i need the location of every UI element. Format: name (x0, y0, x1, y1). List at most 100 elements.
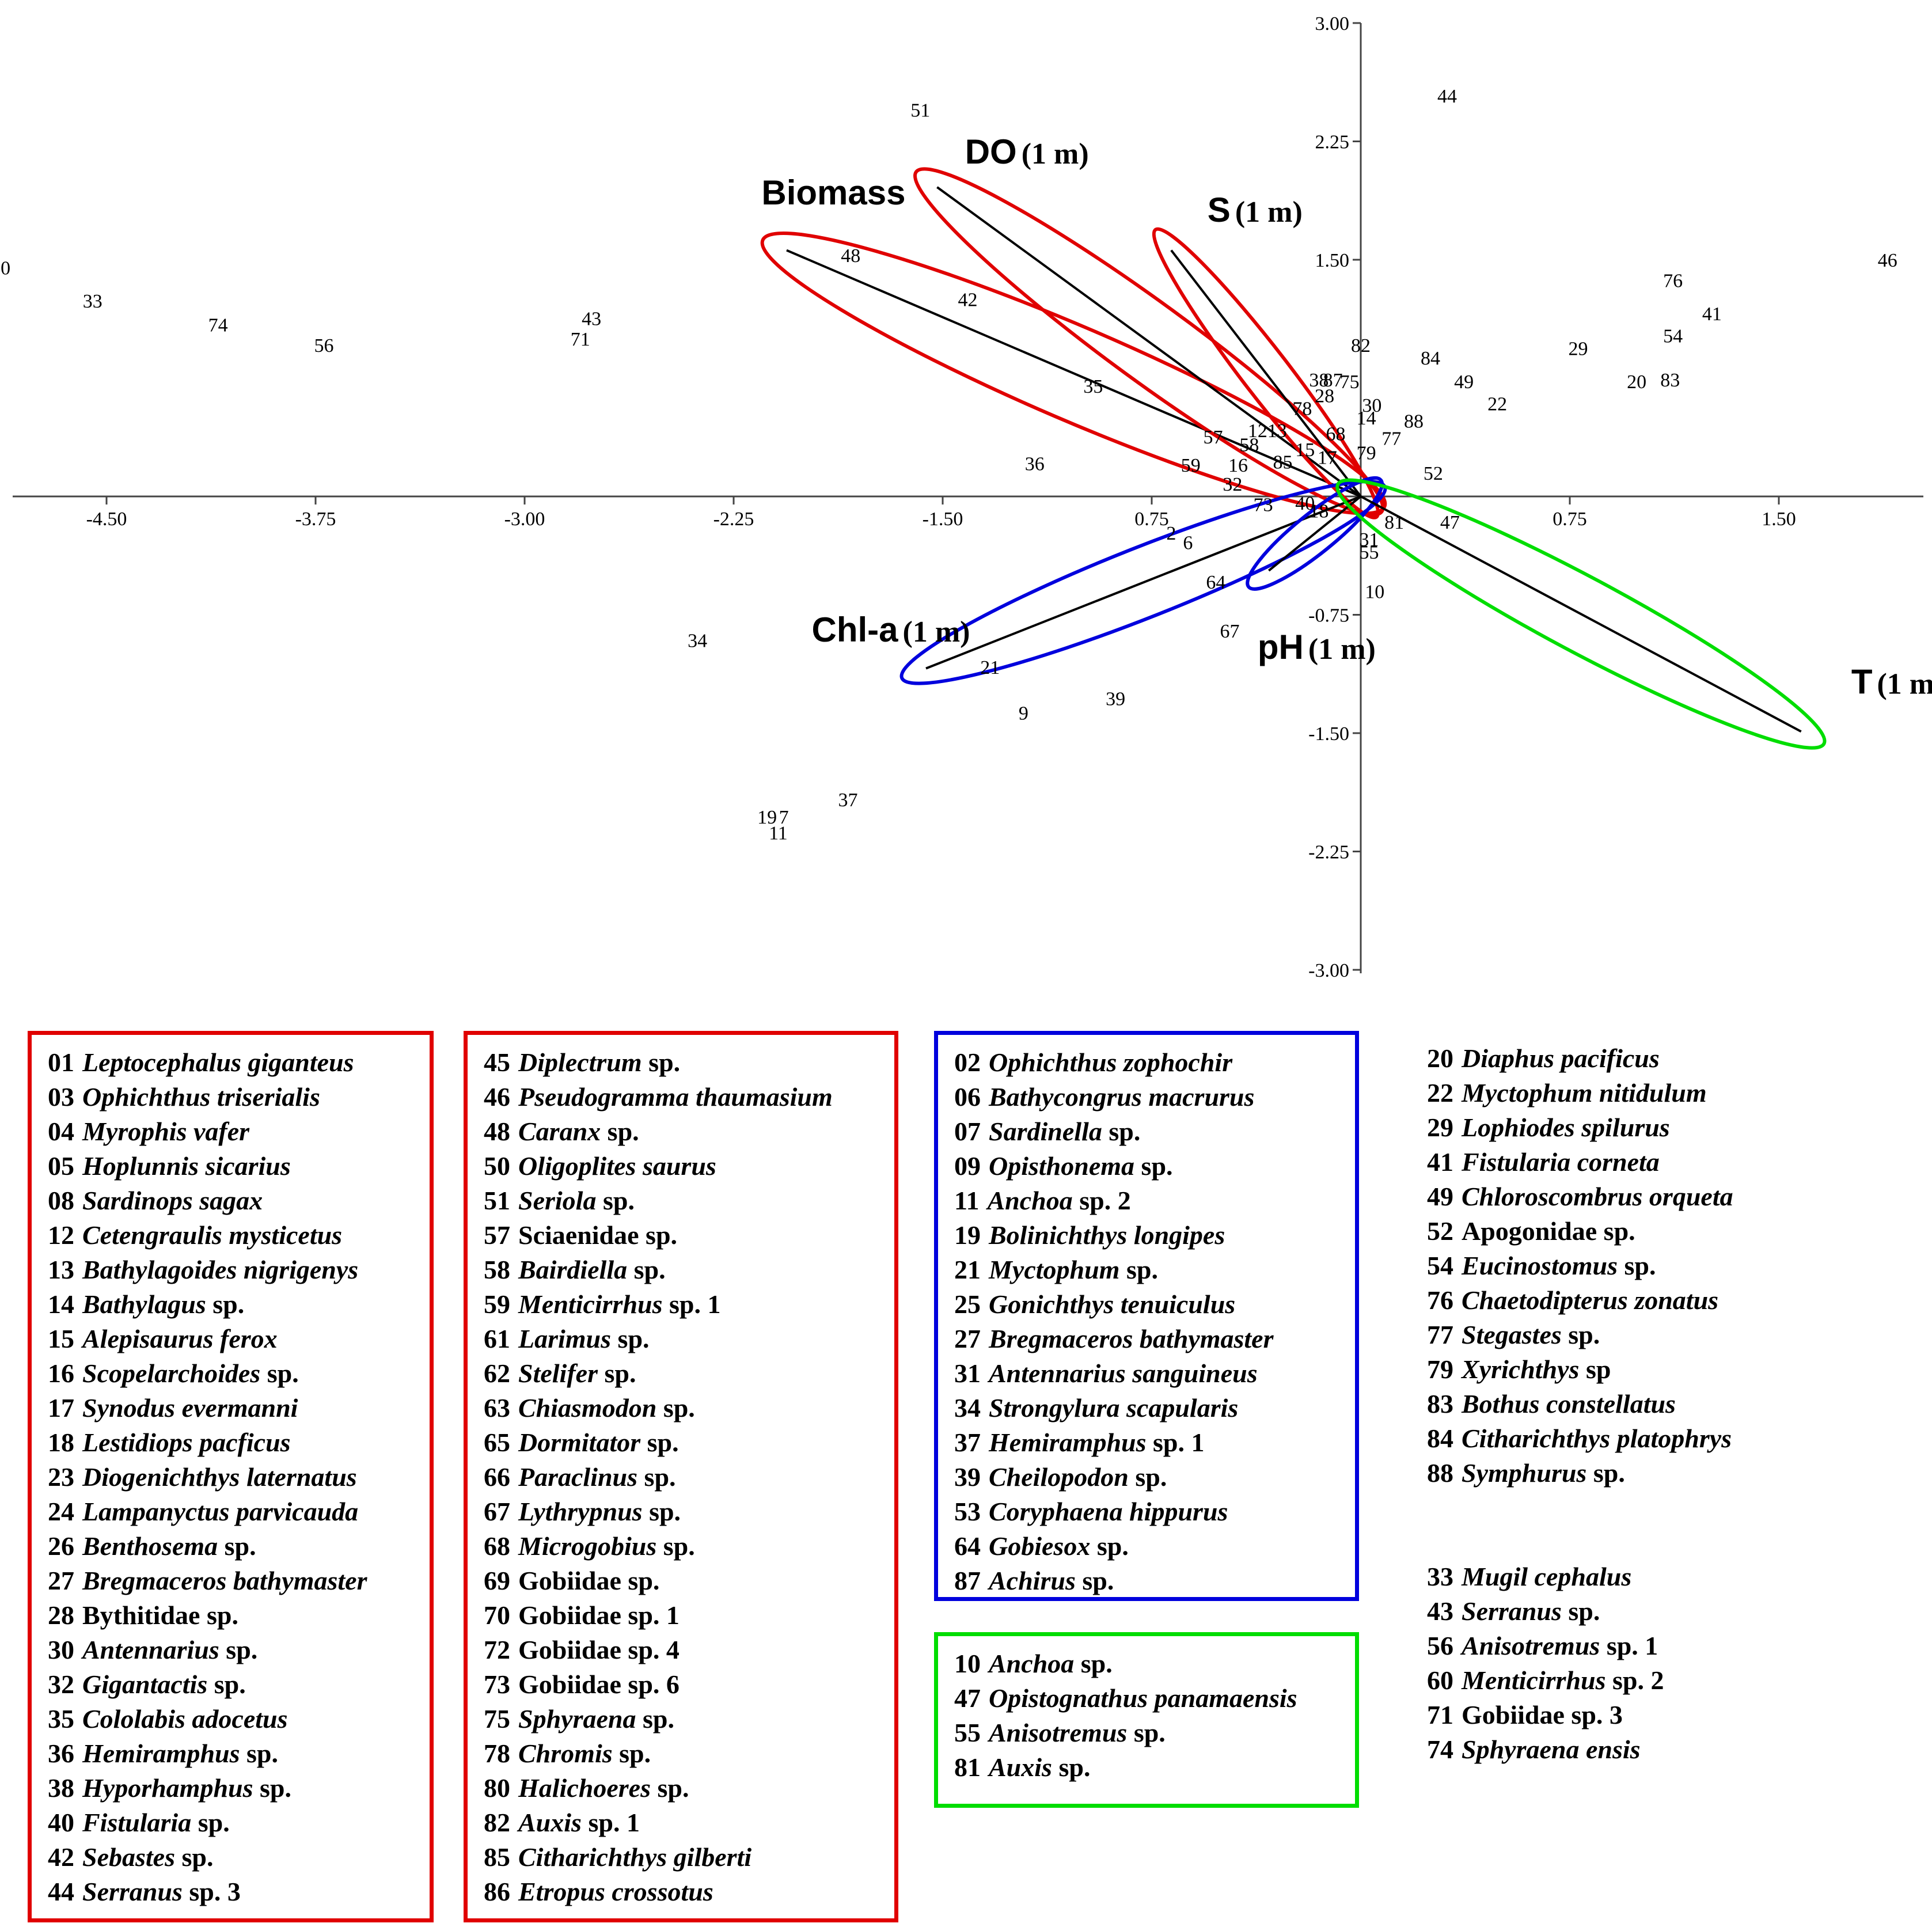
legend-entry: 44 Serranus sp. 3 (48, 1875, 417, 1909)
species-code: 68 (484, 1531, 510, 1561)
point-label: 42 (958, 290, 978, 311)
species-code: 60 (1427, 1666, 1453, 1695)
point-label: 84 (1421, 348, 1440, 369)
species-code: 22 (1427, 1078, 1453, 1107)
point-label: 87 (1323, 370, 1343, 391)
legend-entry: 01 Leptocephalus giganteus (48, 1045, 417, 1080)
legend-entry: 68 Microgobius sp. (484, 1529, 882, 1564)
species-name: Ophichthus zophochir (989, 1048, 1233, 1077)
legend-entry: 32 Gigantactis sp. (48, 1667, 417, 1702)
species-code: 28 (48, 1600, 74, 1630)
species-suffix: sp. 3 (182, 1877, 241, 1906)
ellipse-ph (1246, 476, 1384, 591)
legend-entry: 81 Auxis sp. (954, 1750, 1342, 1785)
species-name: Lestidiops pacficus (82, 1428, 291, 1457)
species-code: 36 (48, 1739, 74, 1768)
species-name: Bothus constellatus (1462, 1389, 1676, 1418)
legend-entry: 85 Citharichthys gilberti (484, 1840, 882, 1875)
legend-entry: 34 Strongylura scapularis (954, 1391, 1342, 1425)
point-label: 38 (1309, 370, 1329, 391)
species-code: 11 (954, 1186, 980, 1215)
species-code: 16 (48, 1359, 74, 1388)
legend-entry: 08 Sardinops sagax (48, 1183, 417, 1218)
species-code: 87 (954, 1566, 981, 1595)
x-tick-label: -3.75 (295, 509, 336, 530)
legend-entry: 26 Benthosema sp. (48, 1529, 417, 1564)
y-tick-label: -3.00 (1308, 960, 1349, 981)
point-label: 47 (1440, 512, 1460, 533)
species-code: 82 (484, 1808, 510, 1837)
species-name: Bolinichthys longipes (989, 1220, 1225, 1250)
y-tick-label: -2.25 (1308, 842, 1349, 863)
legend-entry: 65 Dormitator sp. (484, 1425, 882, 1460)
species-code: 23 (48, 1462, 74, 1492)
point-label: 57 (1203, 427, 1223, 448)
legend-entry: 74 Sphyraena ensis (1427, 1732, 1664, 1767)
point-label: 29 (1569, 338, 1588, 359)
species-code: 14 (48, 1289, 74, 1319)
species-code: 10 (954, 1649, 981, 1678)
vector-biomass (786, 249, 1361, 498)
ellipse-biomass (760, 232, 1387, 515)
legend-entry: 19 Bolinichthys longipes (954, 1218, 1342, 1253)
vector-label-ph: pH (1 m) (1258, 628, 1376, 666)
species-code: 25 (954, 1289, 981, 1319)
legend-entry: 09 Opisthonema sp. (954, 1149, 1342, 1183)
x-tick-label: -2.25 (713, 509, 754, 530)
vector-unit: (1 m) (1022, 138, 1089, 170)
species-code: 15 (48, 1324, 74, 1353)
species-code: 83 (1427, 1389, 1453, 1418)
legend-entry: 78 Chromis sp. (484, 1736, 882, 1771)
species-code: 32 (48, 1670, 74, 1699)
species-code: 35 (48, 1704, 74, 1733)
point-label: 83 (1660, 370, 1680, 391)
species-name: Anisotremus (1462, 1631, 1600, 1660)
species-code: 43 (1427, 1596, 1453, 1626)
species-name: Auxis (989, 1752, 1052, 1782)
species-name: Sebastes (82, 1842, 175, 1872)
species-suffix: sp. (1618, 1251, 1656, 1280)
legend-entry: 47 Opistognathus panamaensis (954, 1681, 1342, 1716)
legend-entry: 54 Eucinostomus sp. (1427, 1249, 1733, 1283)
species-suffix: sp. (627, 1255, 666, 1284)
point-label: 82 (1351, 335, 1371, 356)
species-suffix: sp. (1102, 1117, 1141, 1146)
legend-entry: 60 Menticirrhus sp. 2 (1427, 1663, 1664, 1698)
species-name: Gonichthys tenuiculus (989, 1289, 1236, 1319)
species-name: Citharichthys gilberti (518, 1842, 752, 1872)
vector-label-t: T(1 m) (1851, 663, 1932, 701)
point-label: 78 (1292, 399, 1312, 420)
species-code: 72 (484, 1635, 510, 1664)
species-name: Chloroscombrus orqueta (1462, 1182, 1733, 1211)
species-suffix: sp. (1052, 1752, 1091, 1782)
species-name: Cololabis adocetus (82, 1704, 288, 1733)
species-suffix: sp. (175, 1842, 214, 1872)
legend-entry: 36 Hemiramphus sp. (48, 1736, 417, 1771)
point-label: 33 (83, 291, 103, 312)
species-name: Opisthonema (989, 1151, 1135, 1181)
species-name: Bregmaceros bathymaster (989, 1324, 1274, 1353)
species-suffix: sp. (597, 1359, 636, 1388)
ellipse-do (913, 167, 1385, 517)
species-code: 62 (484, 1359, 510, 1388)
species-code: 70 (484, 1600, 510, 1630)
species-suffix: sp. (640, 1428, 679, 1457)
legend-entry: 75 Sphyraena sp. (484, 1702, 882, 1736)
species-name: Hoplunnis sicarius (82, 1151, 291, 1181)
legend-entry: 15 Alepisaurus ferox (48, 1322, 417, 1356)
species-name: Oligoplites saurus (518, 1151, 716, 1181)
species-code: 67 (484, 1497, 510, 1526)
species-suffix: sp. (1119, 1255, 1158, 1284)
species-suffix: sp. (1561, 1596, 1600, 1626)
legend-entry: 13 Bathylagoides nigrigenys (48, 1253, 417, 1287)
point-label: 34 (688, 630, 707, 651)
legend-entry: 02 Ophichthus zophochir (954, 1045, 1342, 1080)
legend-box-red-2: 45 Diplectrum sp. 46 Pseudogramma thaumasiu… (464, 1031, 898, 1922)
point-label: 16 (1228, 455, 1248, 476)
species-name: Microgobius (518, 1531, 657, 1561)
legend-entry: 22 Myctophum nitidulum (1427, 1076, 1733, 1110)
species-name: Bairdiella (518, 1255, 628, 1284)
species-name: Paraclinus (518, 1462, 638, 1492)
species-code: 44 (48, 1877, 74, 1906)
